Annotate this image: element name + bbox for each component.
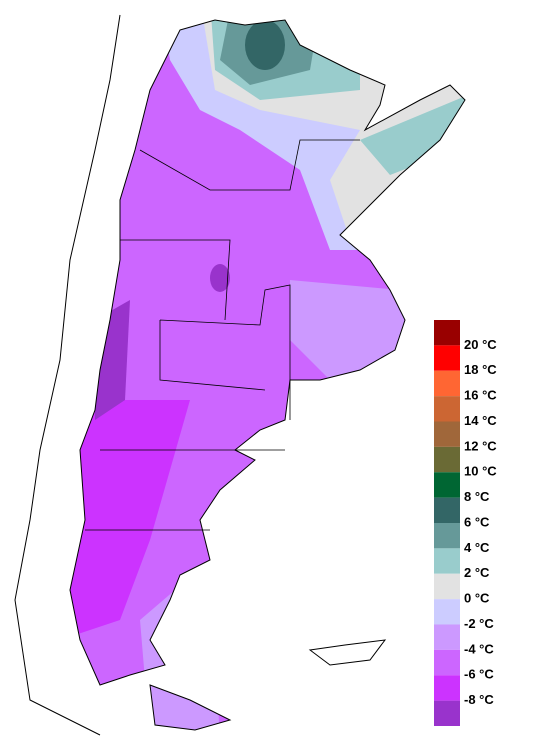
legend-label: -6 °C <box>464 667 494 682</box>
legend-swatch <box>434 700 460 726</box>
legend-swatch <box>434 320 460 346</box>
legend-label: 0 °C <box>464 591 490 606</box>
legend-swatch <box>434 396 460 422</box>
country-outline <box>69 19 466 731</box>
legend-swatch <box>434 497 460 523</box>
legend-swatch <box>434 345 460 371</box>
legend-swatch <box>434 649 460 676</box>
legend-swatch <box>434 370 460 397</box>
legend-label: 8 °C <box>464 489 490 504</box>
legend-label: 10 °C <box>464 464 497 479</box>
legend-label: -4 °C <box>464 641 494 656</box>
islands <box>308 639 387 666</box>
chile-coast <box>14 14 121 736</box>
field-minus4-east <box>290 280 410 380</box>
legend-label: 12 °C <box>464 438 497 453</box>
legend-swatch <box>434 421 460 447</box>
legend-swatch <box>434 675 460 701</box>
field-minus8-core <box>210 264 230 292</box>
legend-swatch <box>434 599 460 625</box>
legend-label: 14 °C <box>464 413 497 428</box>
field-minus6 <box>70 400 190 640</box>
legend-swatch <box>434 624 460 650</box>
legend-label: 20 °C <box>464 337 497 352</box>
province-borders <box>85 139 360 531</box>
legend-label: 2 °C <box>464 565 490 580</box>
legend-swatch <box>434 573 460 600</box>
legend-label: 16 °C <box>464 388 497 403</box>
legend-label: 4 °C <box>464 540 490 555</box>
legend-swatch <box>434 523 460 549</box>
legend-swatch <box>434 446 460 473</box>
legend: 20 °C 18 °C 16 °C 14 °C 12 °C 10 °C 8 °C 6 °C 4 … <box>434 320 497 726</box>
legend-label: 18 °C <box>464 362 497 377</box>
legend-label: -8 °C <box>464 692 494 707</box>
legend-swatch <box>434 548 460 574</box>
field-6 <box>245 20 285 70</box>
legend-label: -2 °C <box>464 616 494 631</box>
legend-label: 6 °C <box>464 514 490 529</box>
legend-swatch <box>434 472 460 498</box>
